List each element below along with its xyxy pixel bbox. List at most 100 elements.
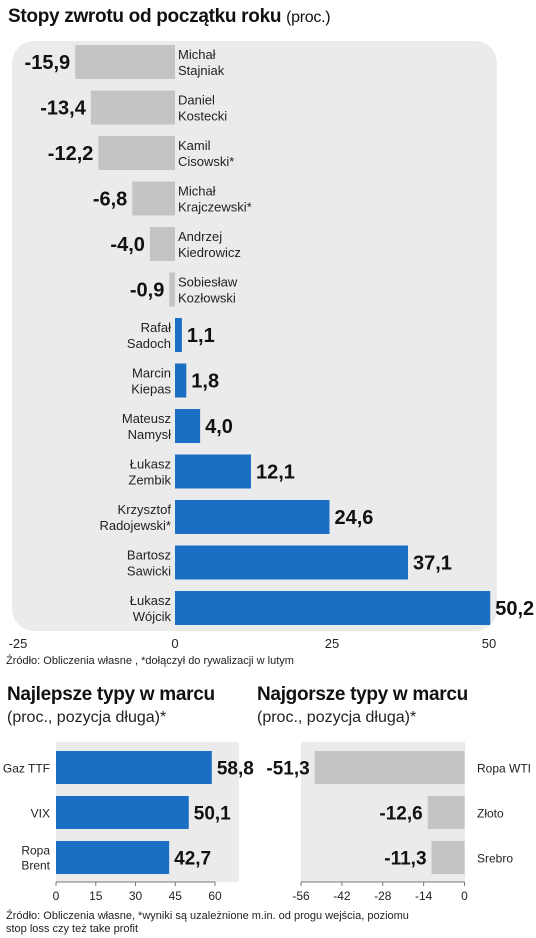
worst-title: Najgorsze typy w marcu xyxy=(257,684,468,705)
category-label: Sadoch xyxy=(127,336,171,351)
category-label: Radojewski* xyxy=(99,518,171,533)
bar xyxy=(175,500,330,534)
x-tick-label: -28 xyxy=(374,889,392,903)
value-label: 24,6 xyxy=(334,507,373,529)
x-tick-label: 50 xyxy=(482,636,496,651)
category-label: Sawicki xyxy=(127,564,171,579)
bar xyxy=(175,409,201,443)
x-tick-label: -42 xyxy=(333,889,351,903)
category-label: Wójcik xyxy=(133,609,172,624)
value-label: 1,1 xyxy=(187,325,215,347)
source-note-bottom-line2: stop loss czy też take profit xyxy=(6,923,139,935)
value-label: -0,9 xyxy=(130,280,164,302)
x-tick-label: 15 xyxy=(89,889,103,903)
value-label: -51,3 xyxy=(266,759,309,780)
value-label: -12,6 xyxy=(379,804,422,825)
bar xyxy=(75,45,175,79)
best-subtitle: (proc., pozycja długa)* xyxy=(7,709,167,726)
source-note-bottom: Źródło: Obliczenia własne, *wyniki są uz… xyxy=(6,910,409,936)
category-label: Daniel xyxy=(178,93,215,108)
category-label: Bartosz xyxy=(127,548,171,563)
value-label: -11,3 xyxy=(384,849,426,870)
value-label: 58,8 xyxy=(217,759,254,780)
chart-title-unit: (proc.) xyxy=(286,9,331,26)
category-label: Ropa WTI xyxy=(477,762,531,776)
x-tick-label: 0 xyxy=(53,889,60,903)
best-title: Najlepsze typy w marcu xyxy=(7,684,215,705)
category-label: Marcin xyxy=(132,366,171,381)
value-label: -6,8 xyxy=(93,189,127,211)
x-tick-label: 30 xyxy=(129,889,143,903)
value-label: 42,7 xyxy=(174,849,211,870)
category-label: Łukasz xyxy=(130,457,171,472)
category-label: Krzysztof xyxy=(118,502,172,517)
category-label: Mateusz xyxy=(122,411,171,426)
value-label: 12,1 xyxy=(256,462,295,484)
value-label: -15,9 xyxy=(25,52,71,74)
best-chart-panel xyxy=(56,742,239,882)
value-label: 4,0 xyxy=(205,416,233,438)
value-label: 50,2 xyxy=(495,598,534,620)
x-tick-label: 45 xyxy=(169,889,183,903)
bar xyxy=(149,227,175,261)
bar xyxy=(175,545,408,580)
bar xyxy=(56,841,170,874)
source-note-top: Źródło: Obliczenia własne , *dołączył do… xyxy=(6,655,294,667)
category-label: Kostecki xyxy=(178,109,227,124)
value-label: 1,8 xyxy=(191,371,219,393)
category-label: Cisowski* xyxy=(178,154,234,169)
bar xyxy=(56,751,212,784)
category-label: Sobiesław xyxy=(178,275,238,290)
value-label: 50,1 xyxy=(194,804,231,825)
category-label: Kiepas xyxy=(131,382,171,397)
category-label: VIX xyxy=(31,807,50,821)
x-tick-label: -56 xyxy=(292,889,310,903)
bar xyxy=(314,751,465,784)
x-tick-label: -14 xyxy=(415,889,433,903)
category-label: Michał xyxy=(178,184,216,199)
chart-title-text: Stopy zwrotu od początku roku xyxy=(8,6,282,27)
value-label: -13,4 xyxy=(40,98,86,120)
bar xyxy=(56,796,189,829)
category-label: Brent xyxy=(21,859,50,873)
category-label: Zembik xyxy=(128,473,171,488)
x-tick-label: 0 xyxy=(461,889,468,903)
category-label: Kamil xyxy=(178,138,211,153)
category-label: Krajczewski* xyxy=(178,200,252,215)
category-label: Stajniak xyxy=(178,63,225,78)
bar xyxy=(90,90,175,125)
source-note-bottom-line1: Źródło: Obliczenia własne, *wyniki są uz… xyxy=(6,910,409,922)
x-tick-label: 60 xyxy=(208,889,222,903)
category-label: Kiedrowicz xyxy=(178,245,241,260)
category-label: Namysł xyxy=(128,427,171,442)
x-tick-label: 25 xyxy=(325,636,339,651)
category-label: Michał xyxy=(178,47,216,62)
bar xyxy=(132,181,175,216)
bar xyxy=(427,796,465,829)
bar xyxy=(98,136,175,170)
bar xyxy=(169,272,175,307)
category-label: Ropa xyxy=(21,844,50,858)
category-label: Srebro xyxy=(477,852,513,866)
value-label: 37,1 xyxy=(413,553,452,575)
category-label: Gaz TTF xyxy=(3,762,50,776)
category-label: Złoto xyxy=(477,807,504,821)
bar xyxy=(175,454,251,489)
x-tick-label: 0 xyxy=(171,636,178,651)
main-chart-panel xyxy=(12,41,497,631)
category-label: Kozłowski xyxy=(178,291,236,306)
bar xyxy=(175,591,491,625)
category-label: Andrzej xyxy=(178,229,222,244)
bar xyxy=(175,318,182,352)
category-label: Rafał xyxy=(141,320,171,335)
value-label: -12,2 xyxy=(48,143,94,165)
bar xyxy=(175,363,187,398)
x-tick-label: -25 xyxy=(9,636,28,651)
chart-title: Stopy zwrotu od początku roku (proc.) xyxy=(8,6,331,28)
category-label: Łukasz xyxy=(130,593,171,608)
worst-subtitle: (proc., pozycja długa)* xyxy=(257,709,417,726)
bar xyxy=(431,841,465,874)
worst-chart-panel xyxy=(301,742,465,882)
value-label: -4,0 xyxy=(110,234,144,256)
